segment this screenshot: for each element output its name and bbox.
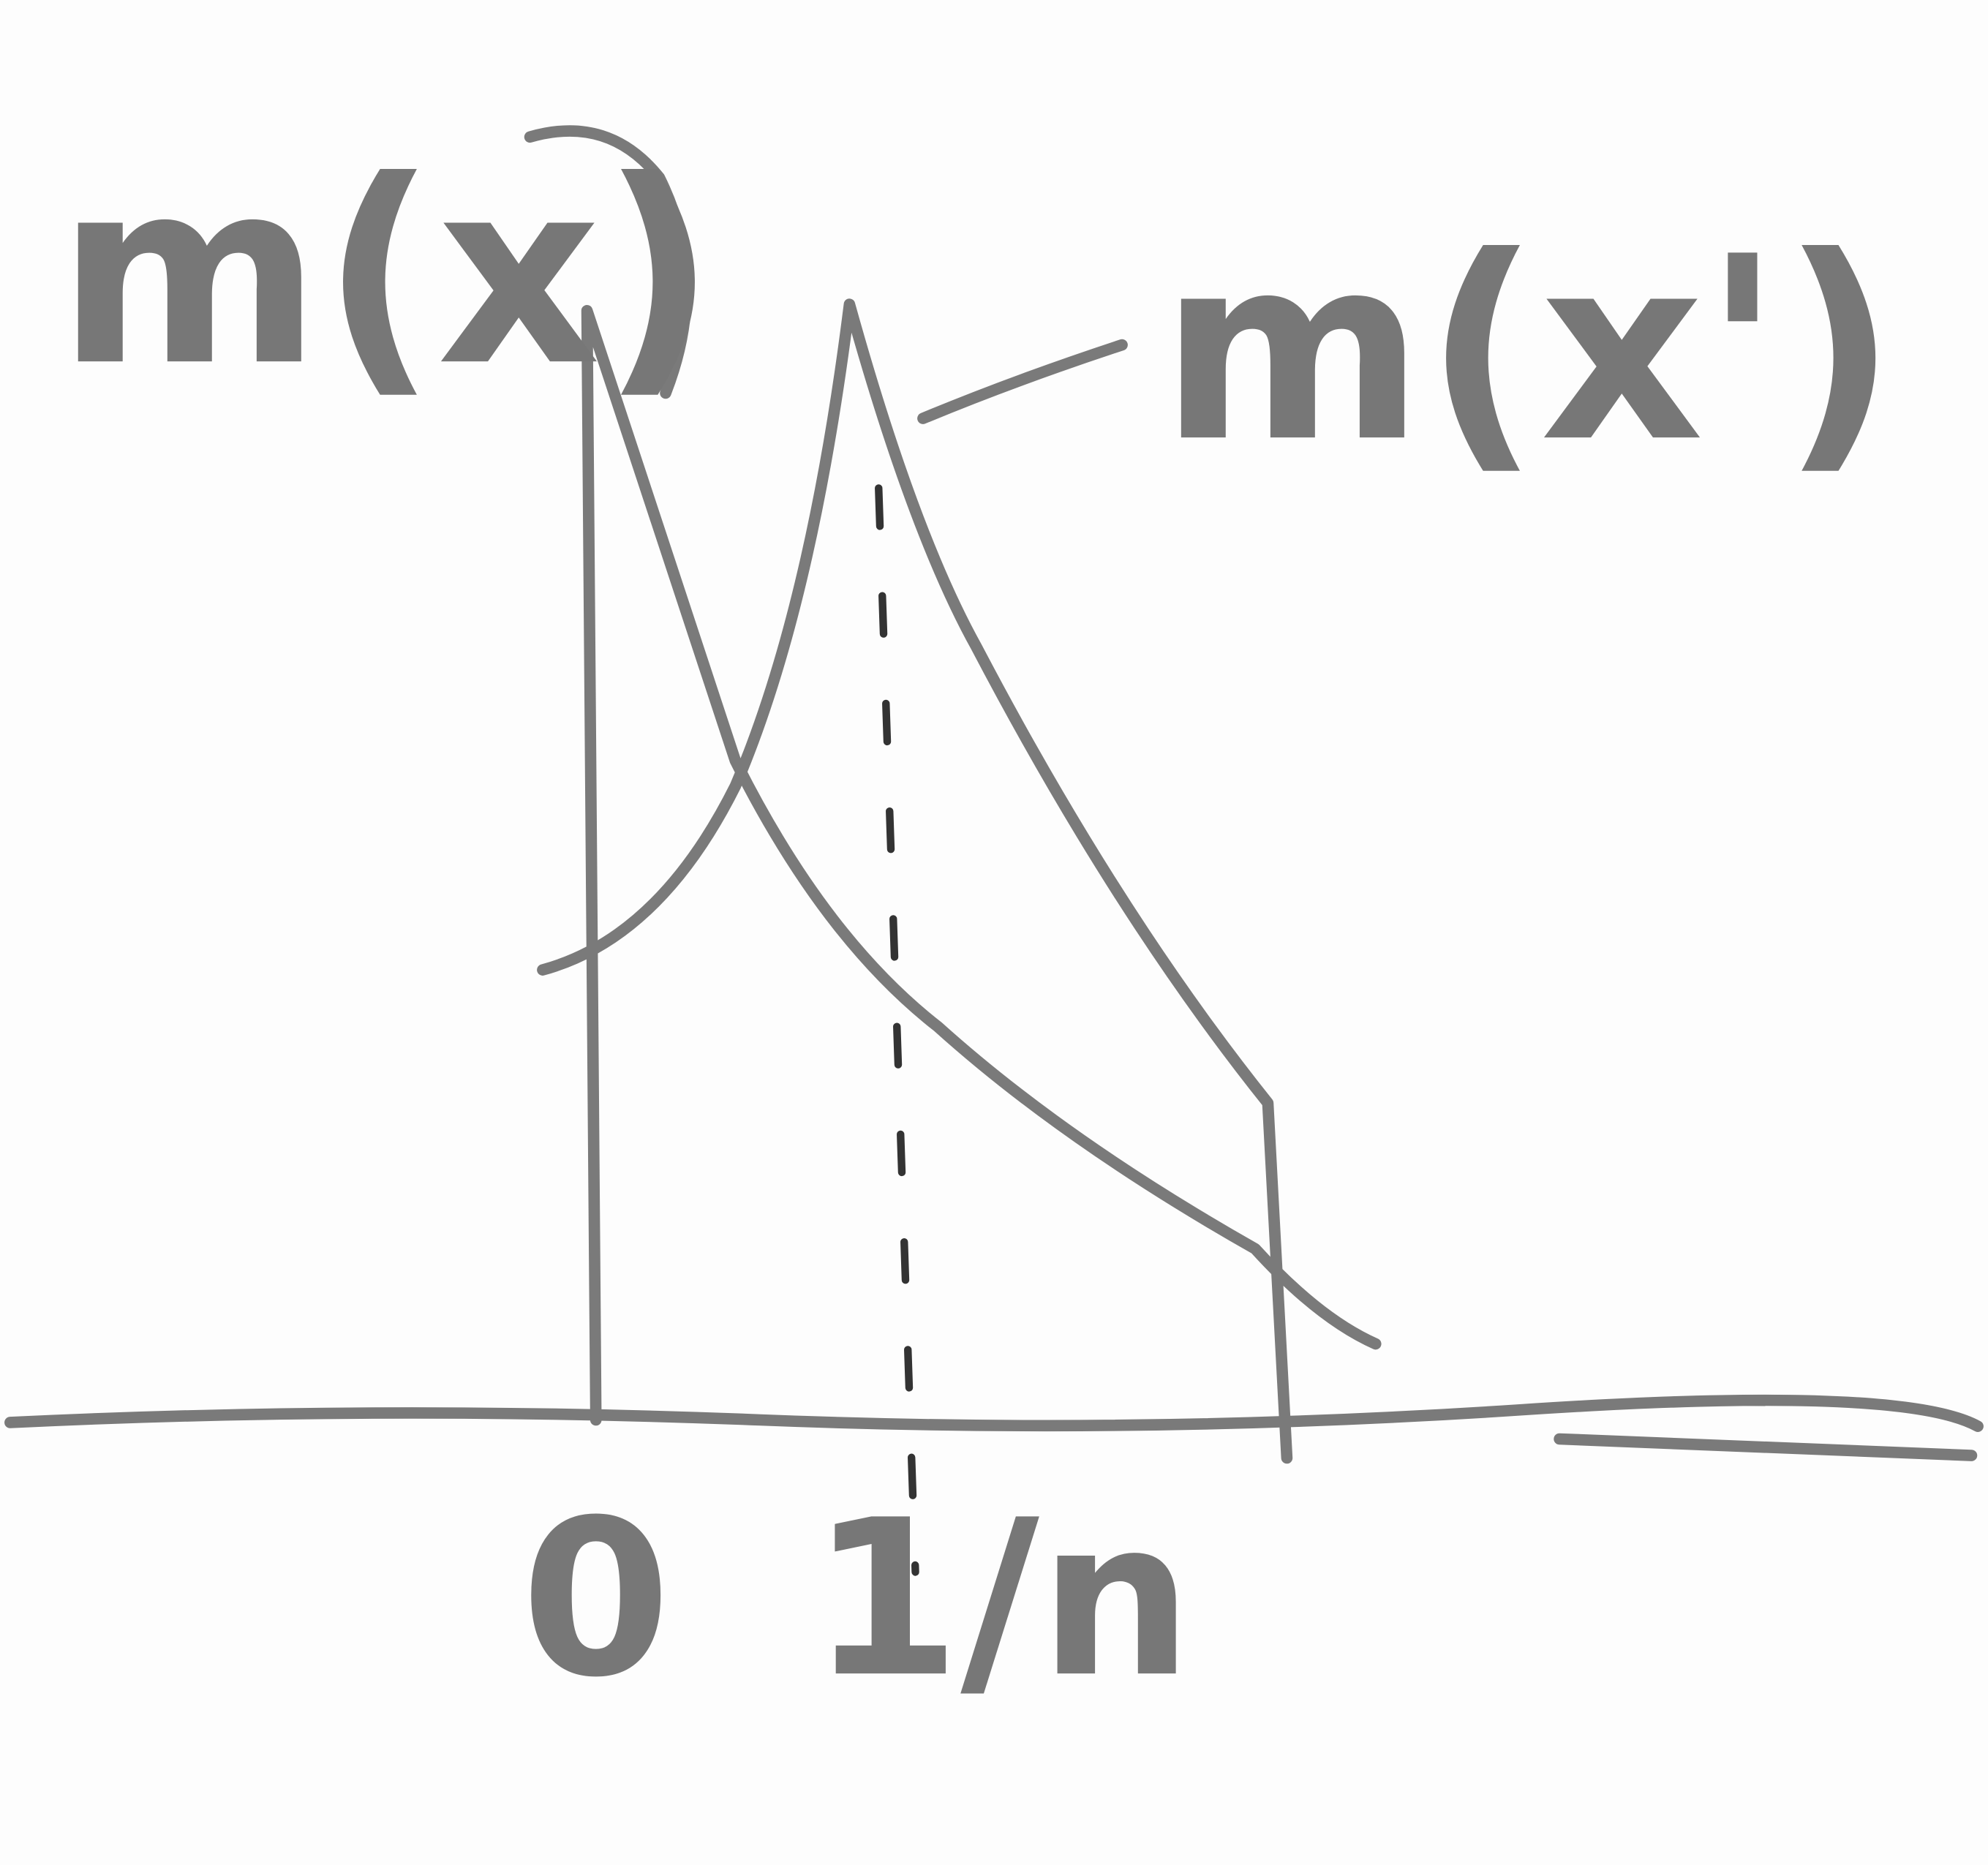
curve-m-x-prime: [537, 298, 1293, 1464]
leader-line: [917, 339, 1128, 424]
x-axis: [4, 1394, 1984, 1432]
tick-label: 1/n: [810, 1474, 1192, 1725]
axis-stroke: [1554, 1433, 1978, 1461]
curve-m-x: [581, 304, 1382, 1426]
tick-label: 0: [521, 1474, 671, 1725]
dashed-line: [875, 484, 919, 1576]
curve-label: m(x'): [1160, 202, 1897, 497]
bracket: [524, 125, 693, 399]
curve-label: m(x): [57, 126, 717, 421]
